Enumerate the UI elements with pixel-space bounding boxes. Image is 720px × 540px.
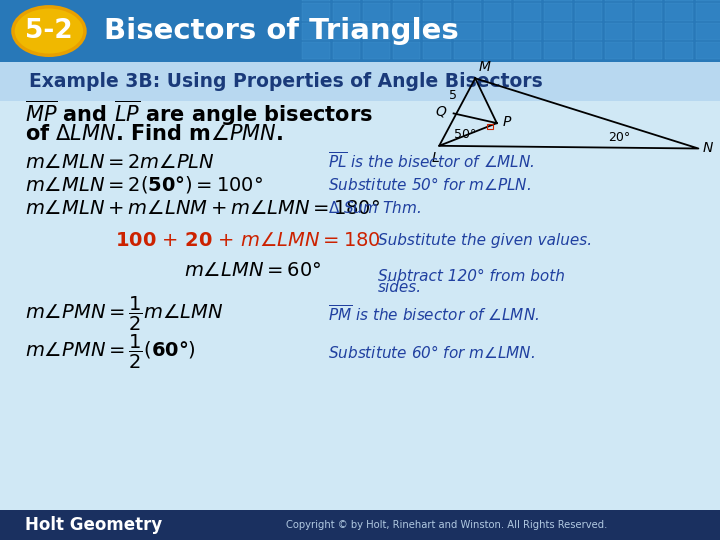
Bar: [575, 23, 602, 40]
Text: Substitute the given values.: Substitute the given values.: [378, 233, 592, 248]
Text: Holt Geometry: Holt Geometry: [25, 516, 163, 534]
Ellipse shape: [13, 7, 85, 55]
Bar: [665, 42, 693, 59]
Bar: [605, 0, 632, 1]
Bar: [665, 23, 693, 40]
Bar: [665, 3, 693, 21]
Bar: [605, 42, 632, 59]
Bar: [484, 3, 511, 21]
Bar: [605, 23, 632, 40]
Bar: [696, 0, 720, 1]
Bar: [0, 510, 720, 540]
Bar: [696, 42, 720, 59]
Bar: [575, 3, 602, 21]
Bar: [423, 0, 451, 1]
Bar: [393, 42, 420, 59]
Text: Substitute 60° for $m\angle LMN$.: Substitute 60° for $m\angle LMN$.: [328, 343, 535, 361]
Bar: [454, 3, 481, 21]
Bar: [635, 42, 662, 59]
Text: N: N: [703, 141, 713, 156]
Bar: [487, 124, 493, 129]
Text: $m\angle LMN = 60°$: $m\angle LMN = 60°$: [184, 260, 321, 280]
Text: $m\angle MLN = 2($$\mathbf{50°}$$) = 100°$: $m\angle MLN = 2($$\mathbf{50°}$$) = 100…: [25, 174, 264, 195]
Bar: [0, 101, 720, 510]
Bar: [302, 0, 330, 1]
Text: $m\angle PMN = \dfrac{1}{2}m\angle LMN$: $m\angle PMN = \dfrac{1}{2}m\angle LMN$: [25, 295, 224, 333]
Bar: [544, 23, 572, 40]
Text: 20°: 20°: [608, 131, 630, 144]
Bar: [363, 0, 390, 1]
Bar: [363, 23, 390, 40]
Text: M: M: [479, 60, 491, 74]
Bar: [454, 42, 481, 59]
Bar: [544, 3, 572, 21]
Text: Q: Q: [436, 104, 446, 118]
Bar: [302, 42, 330, 59]
Text: Substitute 50° for $m\angle PLN$.: Substitute 50° for $m\angle PLN$.: [328, 176, 531, 193]
Text: Subtract 120° from both: Subtract 120° from both: [378, 269, 565, 284]
Text: $m\angle MLN = 2m\angle PLN$: $m\angle MLN = 2m\angle PLN$: [25, 152, 215, 172]
Text: 50°: 50°: [454, 129, 476, 141]
Bar: [423, 3, 451, 21]
Bar: [393, 0, 420, 1]
Bar: [544, 42, 572, 59]
Bar: [0, 0, 720, 62]
Text: $\Delta$ Sum Thm.: $\Delta$ Sum Thm.: [328, 200, 420, 217]
Bar: [423, 42, 451, 59]
Bar: [484, 42, 511, 59]
Bar: [484, 23, 511, 40]
Bar: [302, 23, 330, 40]
Text: Copyright © by Holt, Rinehart and Winston. All Rights Reserved.: Copyright © by Holt, Rinehart and Winsto…: [286, 520, 607, 530]
Bar: [333, 0, 360, 1]
Bar: [575, 42, 602, 59]
Text: sides.: sides.: [378, 280, 422, 295]
Bar: [605, 3, 632, 21]
Text: P: P: [503, 114, 511, 129]
Bar: [454, 23, 481, 40]
Bar: [454, 0, 481, 1]
Bar: [635, 0, 662, 1]
Bar: [302, 3, 330, 21]
Bar: [635, 3, 662, 21]
Bar: [333, 3, 360, 21]
Text: of $\Delta LMN$. Find m$\angle PMN$.: of $\Delta LMN$. Find m$\angle PMN$.: [25, 124, 284, 144]
Bar: [363, 42, 390, 59]
Text: $m\angle MLN + m\angle LNM + m\angle LMN = 180°$: $m\angle MLN + m\angle LNM + m\angle LMN…: [25, 199, 380, 218]
Text: 5-2: 5-2: [25, 18, 73, 44]
Bar: [393, 3, 420, 21]
Bar: [635, 23, 662, 40]
Bar: [696, 3, 720, 21]
Bar: [484, 0, 511, 1]
Bar: [575, 0, 602, 1]
Bar: [514, 0, 541, 1]
Bar: [333, 42, 360, 59]
Text: $m\angle PMN = \dfrac{1}{2}($$\mathbf{60°}$$)$: $m\angle PMN = \dfrac{1}{2}($$\mathbf{60…: [25, 333, 196, 371]
Text: $\overline{PM}$ is the bisector of $\angle LMN$.: $\overline{PM}$ is the bisector of $\ang…: [328, 304, 539, 325]
Bar: [514, 42, 541, 59]
Bar: [333, 23, 360, 40]
Bar: [514, 23, 541, 40]
Bar: [696, 23, 720, 40]
Bar: [363, 3, 390, 21]
Text: $\overline{PL}$ is the bisector of $\angle MLN$.: $\overline{PL}$ is the bisector of $\ang…: [328, 152, 534, 172]
Bar: [393, 23, 420, 40]
Bar: [0, 62, 720, 101]
Text: Bisectors of Triangles: Bisectors of Triangles: [104, 17, 459, 45]
Text: Example 3B: Using Properties of Angle Bisectors: Example 3B: Using Properties of Angle Bi…: [29, 72, 543, 91]
Text: $\overline{MP}$ and $\overline{LP}$ are angle bisectors: $\overline{MP}$ and $\overline{LP}$ are …: [25, 99, 373, 128]
Text: 5: 5: [449, 89, 457, 102]
Text: L: L: [432, 151, 439, 165]
Bar: [665, 0, 693, 1]
Bar: [514, 3, 541, 21]
Bar: [423, 23, 451, 40]
Bar: [544, 0, 572, 1]
Text: $\mathbf{100}$ + $\mathbf{20}$ + $m\angle LMN = 180$: $\mathbf{100}$ + $\mathbf{20}$ + $m\angl…: [115, 231, 381, 250]
